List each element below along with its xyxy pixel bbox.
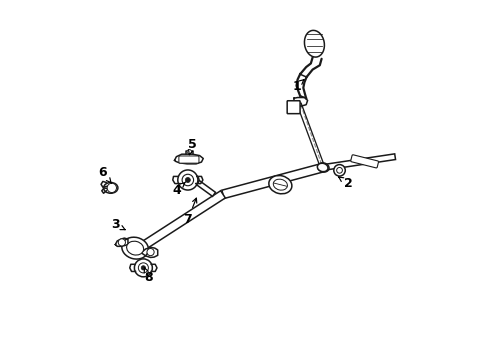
Circle shape: [107, 183, 116, 193]
Ellipse shape: [103, 183, 118, 193]
Circle shape: [336, 167, 342, 173]
Text: 3: 3: [111, 218, 125, 231]
Ellipse shape: [317, 163, 328, 172]
Ellipse shape: [268, 176, 291, 194]
Polygon shape: [192, 178, 215, 196]
Text: 6: 6: [99, 166, 111, 184]
Text: 4: 4: [172, 182, 185, 197]
Circle shape: [141, 266, 145, 270]
Ellipse shape: [273, 179, 287, 190]
Text: 1: 1: [291, 80, 304, 93]
Circle shape: [187, 149, 191, 154]
Ellipse shape: [126, 241, 143, 255]
Circle shape: [134, 259, 152, 277]
Text: 5: 5: [188, 138, 197, 155]
Polygon shape: [322, 154, 395, 170]
Circle shape: [138, 263, 148, 273]
Ellipse shape: [304, 30, 324, 57]
Circle shape: [118, 239, 125, 246]
FancyBboxPatch shape: [179, 156, 199, 163]
FancyBboxPatch shape: [286, 101, 300, 114]
Circle shape: [147, 248, 154, 256]
Ellipse shape: [122, 237, 148, 259]
Text: 7: 7: [183, 198, 196, 226]
Circle shape: [178, 170, 198, 190]
Text: 2: 2: [338, 177, 352, 190]
Circle shape: [333, 165, 345, 176]
Ellipse shape: [317, 163, 327, 172]
Polygon shape: [222, 163, 324, 198]
Text: 8: 8: [144, 268, 152, 284]
Polygon shape: [134, 191, 225, 253]
Circle shape: [182, 174, 193, 186]
FancyBboxPatch shape: [350, 155, 378, 168]
Circle shape: [185, 177, 190, 183]
Polygon shape: [296, 103, 324, 168]
Circle shape: [189, 175, 199, 185]
